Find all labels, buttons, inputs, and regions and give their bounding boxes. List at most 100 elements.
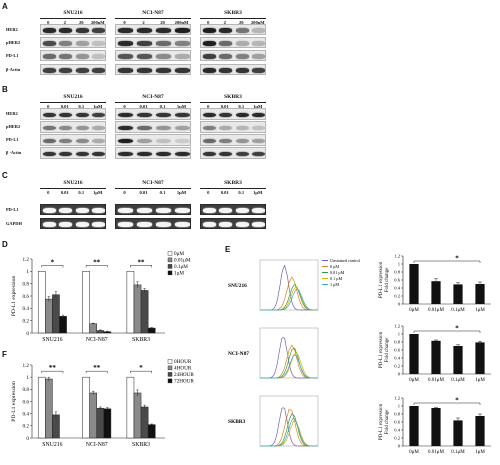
legend-label: 0HOUR (174, 359, 192, 365)
blot-band (75, 208, 89, 213)
significance-bracket (41, 370, 64, 374)
cell-line-header: SNU216 (63, 180, 83, 186)
blot-band (75, 222, 89, 227)
panel-label-e: E (225, 245, 231, 254)
y-tick-label: 0.6 (23, 399, 30, 405)
blot-band (219, 68, 232, 73)
blot-band (175, 28, 190, 33)
blot-band (202, 208, 216, 213)
concentration-label: 0.1 (238, 190, 245, 195)
blot-band (59, 208, 72, 213)
blot-band (42, 208, 56, 213)
blot-band (118, 68, 133, 73)
header-underline (40, 188, 106, 189)
blot-row-label: PD-L1 (6, 206, 19, 212)
significance-bracket (85, 265, 108, 268)
concentration-label: 0.1 (159, 190, 166, 195)
blot-strip (40, 147, 106, 159)
blot-band (235, 208, 249, 213)
blot-strip (115, 108, 191, 120)
blot-strip (200, 121, 266, 133)
cell-line-header: NCI-N87 (142, 10, 164, 16)
bar (89, 392, 97, 439)
blot-band (92, 151, 105, 157)
blot-row-label: β -Actin (6, 150, 22, 155)
blot-band (92, 112, 105, 118)
y-axis-label: PD-L1 expression (11, 276, 17, 317)
significance-marker: * (51, 258, 55, 266)
concentration-label: 1μM (93, 190, 103, 195)
header-underline (200, 188, 266, 189)
concentration-label: 1μM (93, 104, 103, 109)
significance-marker: ** (138, 258, 146, 266)
y-tick-label: 1.2 (23, 257, 30, 263)
blot-strip (40, 134, 106, 146)
legend-swatch (167, 264, 173, 269)
blot-band (118, 208, 133, 213)
bar (52, 414, 60, 439)
blot-strip (200, 50, 266, 61)
flow-legend-label: Unstained control (330, 258, 361, 263)
blot-band (235, 41, 249, 46)
blot-band (252, 112, 265, 118)
blot-band (42, 138, 56, 144)
header-underline (200, 102, 266, 103)
blot-band (75, 41, 89, 46)
blot-strip (115, 147, 191, 159)
blot-band (137, 28, 152, 33)
blot-band (75, 28, 89, 33)
y-tick-label: 0 (398, 444, 401, 449)
concentration-label: 20 (160, 20, 165, 25)
cell-line-header: NCI-N87 (142, 180, 164, 186)
concentration-label: 0.01 (60, 104, 69, 109)
blot-strip (40, 121, 106, 133)
blot-band (42, 28, 56, 33)
concentration-label: 0.01 (220, 104, 229, 109)
blot-strip (115, 134, 191, 146)
blot-band (202, 68, 216, 73)
y-tick-label: 0.2 (23, 318, 30, 324)
blot-band (156, 41, 171, 46)
blot-band (175, 68, 190, 73)
y-tick-label: 1.2 (394, 324, 400, 329)
blot-strip (115, 121, 191, 133)
blot-band (156, 54, 171, 59)
significance-marker: * (139, 364, 143, 372)
panel-label-b: B (2, 85, 8, 94)
concentration-label: 0.01 (139, 104, 148, 109)
blot-row-label: HER2 (6, 111, 18, 116)
bar (409, 334, 419, 374)
blot-band (175, 208, 190, 213)
blot-band (92, 138, 105, 144)
y-tick-label: 1.2 (394, 254, 400, 259)
category-label: 1μM (475, 308, 485, 313)
blot-band (235, 125, 249, 131)
blot-band (202, 54, 216, 59)
blot-band (42, 222, 56, 227)
flow-cell-line-label: SKBR3 (228, 419, 246, 425)
panel-e-bar-chart-snu216: 0 0.2 0.4 0.6 0.8 1 1.2 PD-L1 expression Fold ch… (379, 254, 491, 313)
blot-strip (40, 50, 106, 61)
y-tick-label: 0.4 (394, 356, 400, 361)
panel-label-a: A (2, 2, 8, 11)
blot-strip (40, 204, 106, 215)
significance-bracket (130, 265, 152, 268)
blot-band (137, 68, 152, 73)
legend-swatch (167, 365, 173, 371)
y-tick-label: 0.8 (394, 340, 400, 345)
blot-band (202, 222, 216, 227)
blot-band (75, 68, 89, 73)
blot-row-label: pHER2 (6, 124, 21, 129)
blot-band (219, 54, 232, 59)
blot-strip (40, 108, 106, 120)
bar (475, 284, 485, 304)
blot-strip (200, 37, 266, 48)
y-tick-label: 0.8 (394, 270, 400, 275)
bar (89, 323, 97, 334)
concentration-label: 0.1 (238, 104, 245, 109)
blot-band (75, 125, 89, 131)
flow-histogram-trace (260, 288, 319, 311)
blot-strip (115, 218, 191, 229)
category-label: 0.1μM (451, 378, 465, 383)
concentration-label: 200nM (90, 20, 105, 25)
